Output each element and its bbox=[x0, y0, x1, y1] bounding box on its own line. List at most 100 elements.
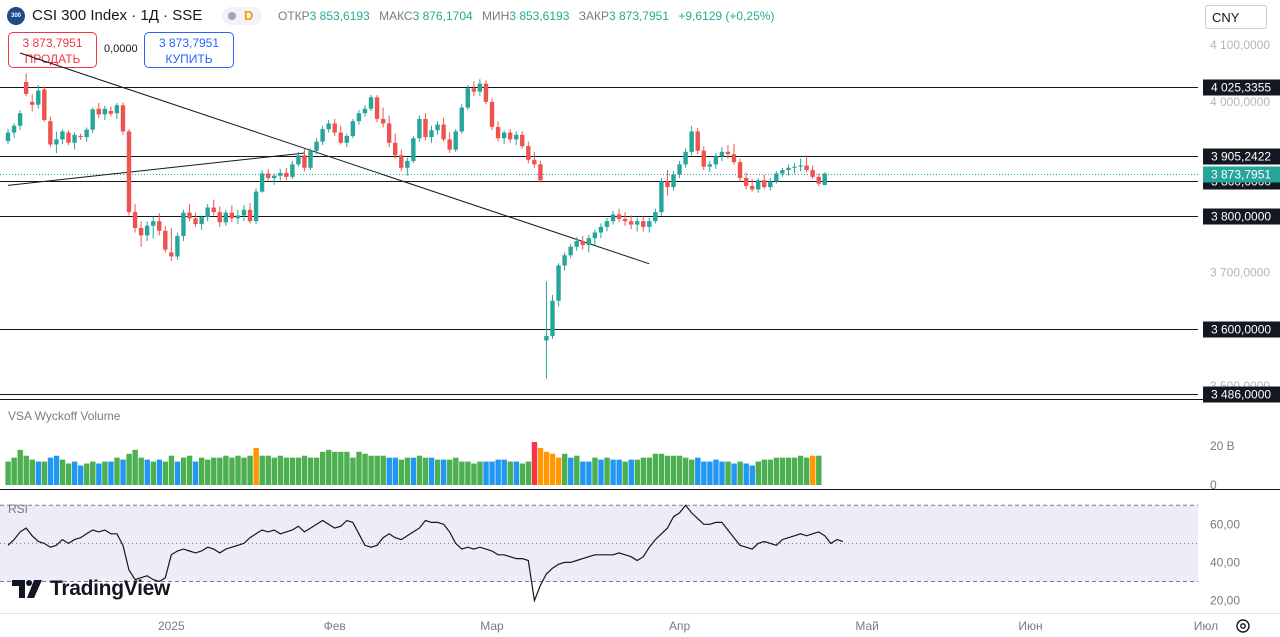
candle-body bbox=[66, 132, 71, 143]
candle-body bbox=[568, 246, 573, 256]
candle-body bbox=[786, 167, 791, 171]
volume-bar bbox=[816, 455, 822, 485]
candle-body bbox=[314, 141, 319, 151]
buy-price: 3 873,7951 bbox=[158, 36, 220, 50]
candle-body bbox=[477, 83, 483, 92]
candle-body bbox=[175, 235, 180, 257]
candle-body bbox=[598, 226, 604, 233]
volume-bar bbox=[797, 455, 804, 485]
candle-body bbox=[181, 212, 186, 236]
volume-bar bbox=[592, 457, 598, 485]
market-status-badge[interactable]: D bbox=[222, 7, 262, 25]
tradingview-logo[interactable]: TradingView bbox=[12, 576, 170, 602]
volume-bar bbox=[525, 461, 532, 485]
candle-body bbox=[701, 150, 706, 167]
volume-bar bbox=[610, 459, 616, 485]
candle-body bbox=[229, 212, 235, 219]
volume-bar bbox=[307, 457, 314, 485]
candle-body bbox=[96, 108, 101, 115]
candle-body bbox=[205, 207, 210, 218]
symbol-title[interactable]: CSI 300 Index · 1Д · SSE bbox=[32, 7, 203, 24]
candle-body bbox=[199, 217, 204, 225]
volume-bar bbox=[531, 442, 538, 485]
candle-body bbox=[471, 88, 477, 92]
candle-body bbox=[302, 155, 307, 168]
time-axis-label: Мар bbox=[480, 619, 504, 633]
candle-body bbox=[756, 180, 761, 190]
candle-body bbox=[193, 218, 198, 225]
candle-body bbox=[804, 165, 809, 171]
candle-body bbox=[743, 178, 749, 186]
volume-bar bbox=[562, 453, 568, 485]
volume-bar bbox=[205, 459, 211, 485]
candle-body bbox=[671, 174, 676, 188]
candle-body bbox=[447, 139, 452, 150]
volume-bar bbox=[634, 459, 640, 485]
volume-bar bbox=[199, 457, 205, 485]
volume-bar bbox=[731, 463, 737, 485]
volume-bar bbox=[598, 459, 604, 485]
candle-body bbox=[586, 238, 591, 246]
candle-body bbox=[483, 83, 489, 102]
candle-body bbox=[265, 173, 271, 179]
candle-body bbox=[514, 134, 519, 140]
ohlc-low-value: 3 853,6193 bbox=[509, 9, 570, 23]
volume-bar bbox=[652, 453, 659, 485]
volume-bar bbox=[676, 455, 683, 485]
volume-bar bbox=[156, 459, 163, 485]
volume-bar bbox=[773, 457, 780, 485]
trend-line bbox=[7, 152, 305, 186]
candle-body bbox=[544, 335, 549, 341]
volume-pane-title[interactable]: VSA Wyckoff Volume bbox=[8, 409, 121, 423]
rsi-pane-title[interactable]: RSI bbox=[8, 502, 29, 516]
candle-body bbox=[604, 221, 610, 227]
volume-bar bbox=[749, 465, 755, 485]
symbol-logo-icon[interactable]: 300 bbox=[7, 7, 25, 25]
horizontal-level-label: 3 905,2422 bbox=[1211, 150, 1271, 164]
currency-select[interactable]: CNY bbox=[1205, 5, 1267, 29]
candle-body bbox=[157, 221, 162, 231]
volume-bar bbox=[186, 455, 193, 485]
horizontal-level-tag bbox=[1203, 208, 1280, 225]
volume-bar bbox=[404, 457, 411, 485]
sell-button[interactable]: 3 873,7951 ПРОДАТЬ bbox=[8, 32, 97, 68]
volume-bar bbox=[362, 453, 368, 485]
volume-bar bbox=[84, 463, 90, 485]
candle-body bbox=[272, 175, 277, 179]
time-axis-label: Апр bbox=[669, 619, 691, 633]
volume-bar bbox=[150, 461, 156, 485]
candle-body bbox=[665, 181, 670, 188]
volume-bar bbox=[120, 459, 126, 485]
buy-button[interactable]: 3 873,7951 КУПИТЬ bbox=[144, 32, 234, 68]
candle-body bbox=[622, 218, 628, 222]
volume-bar bbox=[23, 455, 29, 485]
candle-body bbox=[108, 110, 114, 114]
volume-bar bbox=[35, 461, 42, 485]
volume-bar bbox=[507, 461, 513, 485]
volume-bar bbox=[707, 461, 713, 485]
volume-bar bbox=[483, 461, 489, 485]
candle-body bbox=[538, 164, 543, 181]
candle-body bbox=[810, 170, 815, 177]
candle-body bbox=[30, 101, 35, 105]
gear-icon[interactable] bbox=[1235, 618, 1251, 634]
volume-bar bbox=[453, 457, 459, 485]
candle-body bbox=[54, 139, 59, 145]
volume-bar bbox=[174, 461, 181, 485]
horizontal-level-label: 3 800,0000 bbox=[1211, 210, 1271, 224]
candle-body bbox=[356, 113, 362, 122]
candle-body bbox=[399, 155, 404, 168]
volume-bar bbox=[5, 461, 11, 485]
candle-body bbox=[683, 151, 688, 165]
candle-body bbox=[465, 88, 470, 108]
time-axis-label: Июл bbox=[1194, 619, 1218, 633]
candle-body bbox=[17, 113, 23, 126]
ohlc-high-label: МАКС bbox=[379, 9, 413, 23]
candle-body bbox=[278, 172, 283, 176]
volume-bar bbox=[71, 461, 78, 485]
volume-bar bbox=[47, 457, 54, 485]
candle-body bbox=[695, 131, 700, 151]
volume-bar bbox=[495, 459, 501, 485]
buy-label: КУПИТЬ bbox=[165, 52, 213, 66]
